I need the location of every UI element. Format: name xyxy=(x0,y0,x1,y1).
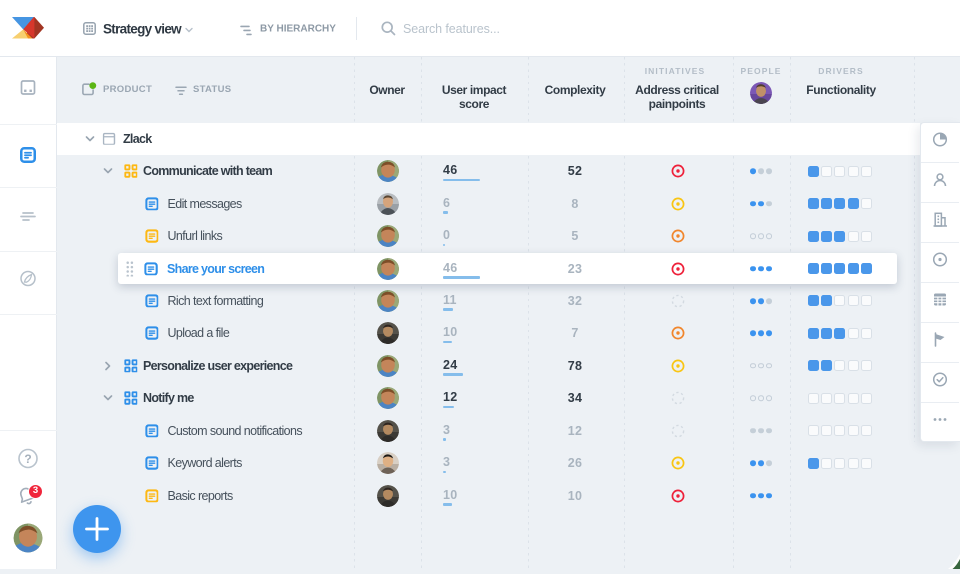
svg-text:?: ? xyxy=(24,452,31,466)
